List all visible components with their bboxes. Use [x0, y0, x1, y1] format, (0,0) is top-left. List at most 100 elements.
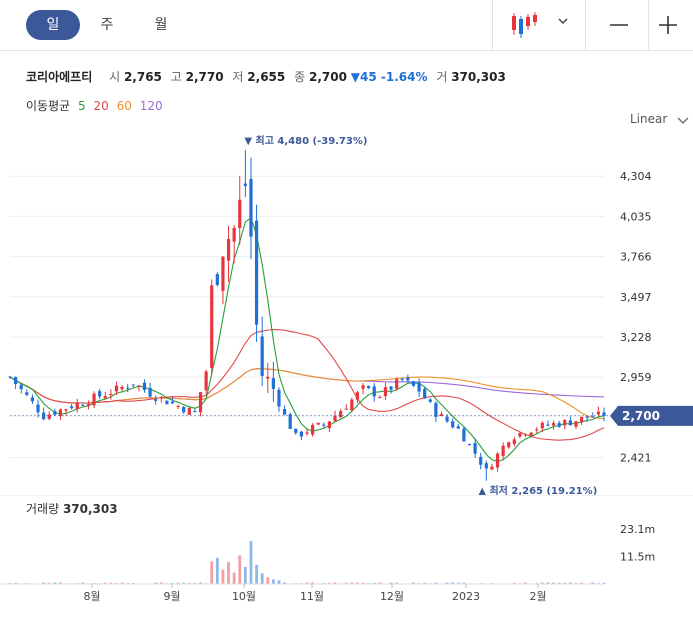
candle: [42, 407, 46, 421]
candle: [322, 422, 326, 428]
volume-bar: [512, 582, 516, 584]
candle-body: [518, 433, 522, 437]
candle-body: [210, 285, 214, 369]
candle: [14, 376, 18, 390]
tab-daily[interactable]: 일: [26, 10, 80, 40]
low-label: 저: [232, 70, 244, 84]
candle: [137, 384, 141, 392]
ma-60: 60: [116, 99, 132, 113]
candle: [411, 380, 416, 387]
candle-body: [439, 414, 444, 417]
candle: [523, 433, 528, 438]
candle-body: [221, 256, 225, 291]
candle: [602, 407, 606, 422]
volume-bar: [182, 582, 186, 584]
price-chart[interactable]: 2,421 2,959 3,228 3,497 3,766 4,035 4,304 ▼ 최고 …: [0, 135, 693, 495]
x-tick-label: 9월: [163, 590, 180, 603]
volume-value: 370,303: [451, 70, 506, 84]
x-tick-label: 10월: [232, 590, 256, 603]
candle-body: [193, 410, 197, 412]
volume-y-tick-label: 11.5m: [620, 551, 655, 564]
volume-bar: [412, 582, 415, 584]
tab-monthly[interactable]: 월: [154, 17, 168, 33]
candle: [383, 382, 388, 401]
candle: [120, 385, 124, 392]
candle-body: [238, 199, 242, 228]
candle: [260, 316, 264, 387]
y-tick-label: 3,228: [620, 331, 652, 344]
candle-body: [187, 407, 191, 415]
candle-body: [591, 416, 595, 418]
candle-body: [585, 416, 589, 418]
ma-5: 5: [78, 99, 86, 113]
candle: [507, 441, 511, 449]
moving-average-label: 이동평균: [26, 99, 71, 113]
chart-type-selector[interactable]: [508, 10, 578, 40]
volume-bar: [563, 582, 567, 584]
volume-bar: [92, 582, 96, 584]
volume-bar: [378, 582, 382, 584]
volume-chart[interactable]: 11.5m 23.1m 8월 9월 10월 11월 12월 2023 2월: [0, 495, 693, 617]
volume-bar: [266, 577, 270, 584]
volume-bar: [154, 582, 158, 584]
candle: [540, 421, 544, 433]
volume-title-label: 거래량: [26, 502, 60, 516]
candle: [25, 389, 29, 397]
volume-bar: [277, 580, 281, 584]
open-label: 시: [109, 70, 121, 84]
candle: [585, 416, 589, 422]
candle-body: [479, 456, 483, 465]
candle-body: [92, 393, 96, 406]
y-tick-label: 2,959: [620, 371, 652, 384]
candle: [238, 176, 242, 245]
volume-bar: [109, 582, 113, 584]
candle-body: [232, 227, 236, 242]
candle: [563, 419, 567, 430]
candle: [439, 411, 444, 417]
candle-body: [383, 387, 388, 397]
volume-bar: [59, 582, 62, 584]
candle: [254, 204, 259, 342]
candle-body: [215, 273, 219, 285]
candle-body: [70, 406, 74, 409]
candle-body: [75, 402, 79, 409]
volume-bar: [120, 582, 124, 584]
moving-average-legend[interactable]: 이동평균 5 20 60 120: [26, 97, 163, 114]
ma-20-line: [9, 329, 605, 441]
candle-body: [137, 385, 141, 387]
candle: [114, 381, 119, 396]
candle: [8, 375, 12, 379]
candle-body: [395, 379, 399, 389]
candle-body: [333, 415, 337, 422]
volume-bar: [552, 582, 555, 584]
candle: [36, 399, 40, 418]
zoom-in-button[interactable]: [657, 14, 679, 36]
candle-body: [350, 399, 354, 411]
plus-icon: [659, 16, 677, 34]
candle-body: [551, 423, 556, 426]
candle-body: [226, 239, 231, 261]
candle-body: [86, 404, 91, 406]
x-tick-label: 2023: [452, 590, 480, 603]
scale-mode-toggle[interactable]: Linear: [630, 112, 689, 126]
y-tick-label: 3,497: [620, 291, 652, 304]
volume-title-value: 370,303: [62, 502, 118, 516]
candle-body: [170, 401, 175, 404]
candle: [53, 408, 57, 417]
candle-body: [198, 392, 203, 413]
candle-body: [19, 384, 23, 390]
tab-weekly[interactable]: 주: [100, 17, 114, 33]
candle-body: [154, 399, 158, 401]
candle: [501, 442, 505, 460]
candle-body: [495, 453, 500, 468]
candle: [327, 421, 332, 433]
candle-body: [120, 386, 124, 390]
candle-body: [114, 385, 119, 392]
high-value: 2,770: [185, 70, 224, 84]
candle-body: [411, 381, 416, 386]
candle: [221, 255, 225, 305]
candle-body: [339, 411, 343, 418]
candle-body: [456, 426, 460, 429]
low-annotation: ▲ 최저 2,265 (19.21%): [478, 484, 597, 495]
zoom-out-button[interactable]: [608, 14, 630, 36]
